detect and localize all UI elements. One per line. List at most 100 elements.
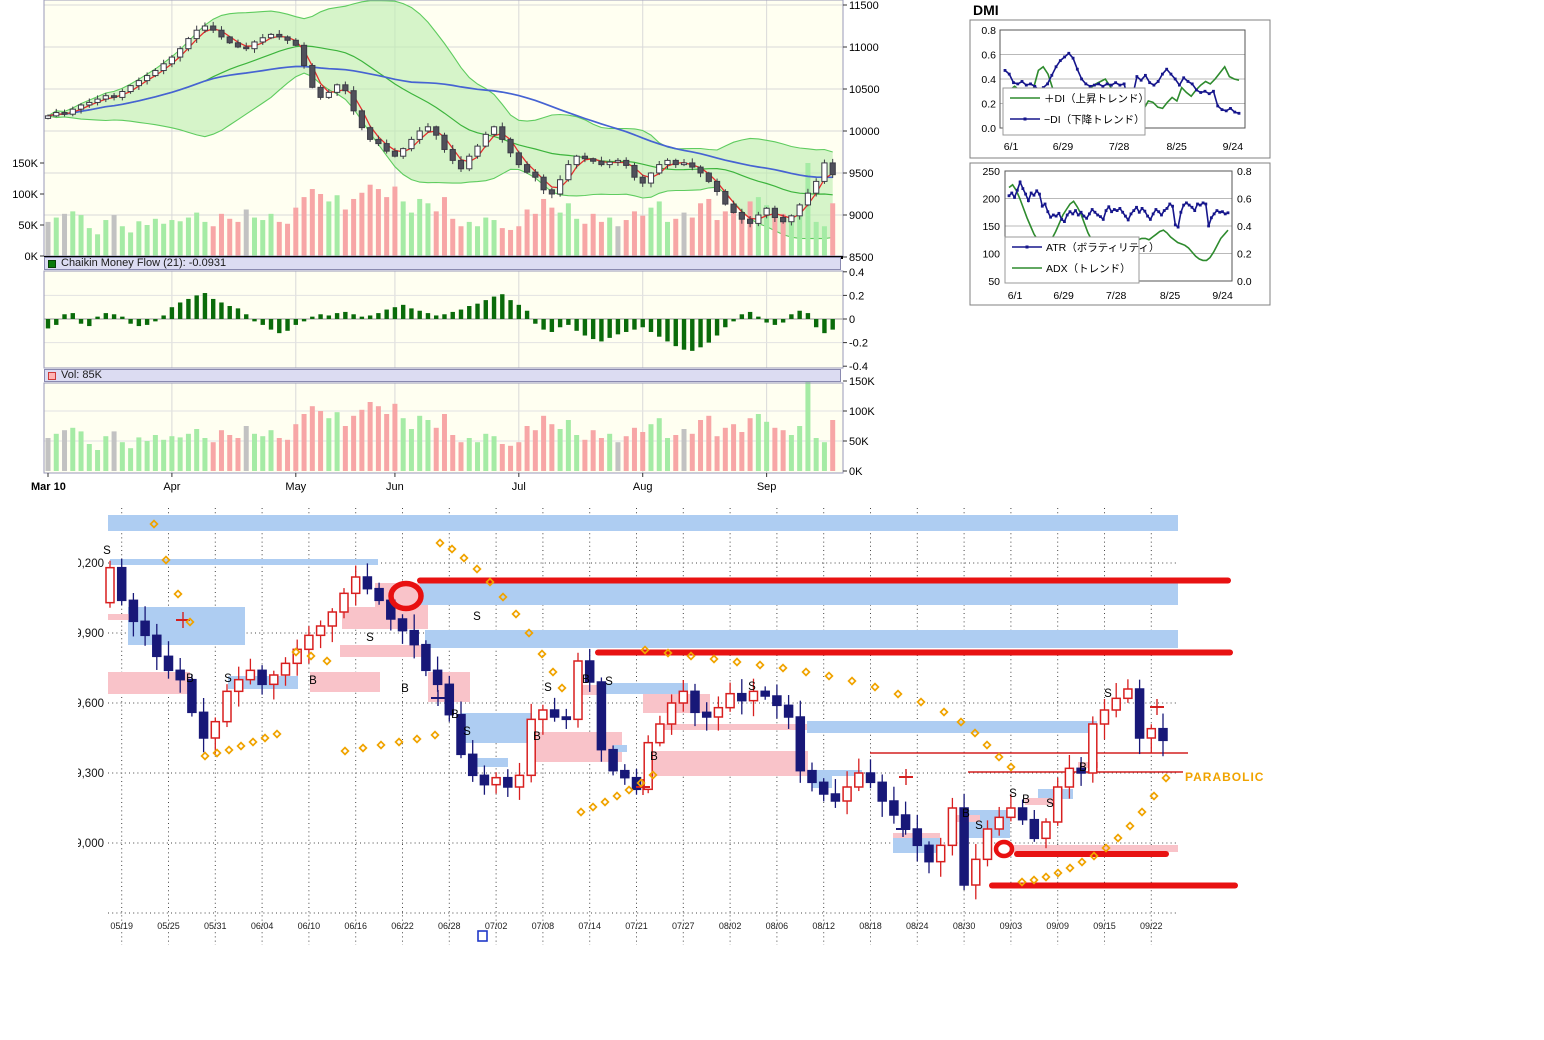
svg-text:B: B xyxy=(533,731,541,743)
chaikin-axis: 0.4 0.2 0 -0.2 -0.4 xyxy=(843,267,868,373)
svg-text:0.2: 0.2 xyxy=(981,99,996,111)
svg-text:S: S xyxy=(366,632,374,644)
svg-text:B: B xyxy=(401,683,409,695)
svg-text:8/25: 8/25 xyxy=(1160,290,1181,302)
svg-text:06/04: 06/04 xyxy=(251,921,274,931)
svg-text:7/28: 7/28 xyxy=(1109,141,1130,153)
atr-x-axis: 6/1 6/29 7/28 8/25 9/24 xyxy=(1008,290,1233,302)
svg-text:S: S xyxy=(463,726,471,738)
svg-text:100K: 100K xyxy=(849,406,875,418)
svg-text:S: S xyxy=(103,545,111,557)
svg-text:B: B xyxy=(1022,794,1030,806)
svg-text:0.2: 0.2 xyxy=(1237,249,1252,261)
svg-text:05/31: 05/31 xyxy=(204,921,227,931)
volume-label-text: Vol: 85K xyxy=(61,369,102,381)
svg-text:0.4: 0.4 xyxy=(981,74,996,86)
svg-text:S: S xyxy=(605,676,613,688)
svg-text:Mar 10: Mar 10 xyxy=(31,481,66,493)
dmi-y-axis: 0.8 0.6 0.4 0.2 0.0 xyxy=(981,25,996,135)
svg-text:0.6: 0.6 xyxy=(1237,194,1252,206)
svg-text:0: 0 xyxy=(849,314,855,326)
svg-text:11500: 11500 xyxy=(849,0,879,12)
svg-text:6/1: 6/1 xyxy=(1004,141,1019,153)
chart-legend: ＋DI（上昇トレンド） −DI（下降トレンド） xyxy=(1002,87,1149,136)
chaikin-bars xyxy=(45,293,835,351)
svg-text:08/12: 08/12 xyxy=(812,921,835,931)
svg-text:07/08: 07/08 xyxy=(532,921,555,931)
svg-text:9000: 9000 xyxy=(849,210,873,222)
svg-text:06/10: 06/10 xyxy=(298,921,321,931)
parabolic-label: PARABOLIC xyxy=(1185,770,1264,784)
svg-text:9/24: 9/24 xyxy=(1223,141,1244,153)
svg-text:06/16: 06/16 xyxy=(344,921,367,931)
svg-text:0.8: 0.8 xyxy=(1237,166,1252,178)
svg-text:6/1: 6/1 xyxy=(1008,290,1023,302)
svg-text:S: S xyxy=(1009,788,1017,800)
svg-text:11000: 11000 xyxy=(849,42,879,54)
daily-candles xyxy=(44,21,836,228)
svg-text:10,200: 10,200 xyxy=(78,558,104,570)
chart-legend: ATR（ボラティリティ） ADX（トレンド） xyxy=(1004,236,1159,284)
volume-legend-swatch-icon xyxy=(48,371,56,380)
svg-text:B: B xyxy=(582,674,590,686)
svg-text:0.0: 0.0 xyxy=(981,123,996,135)
svg-text:＋DI（上昇トレンド）: ＋DI（上昇トレンド） xyxy=(1044,93,1149,105)
chaikin-label-text: Chaikin Money Flow (21): -0.0931 xyxy=(61,257,227,269)
svg-text:6/29: 6/29 xyxy=(1053,290,1074,302)
svg-text:09/22: 09/22 xyxy=(1140,921,1163,931)
svg-text:150: 150 xyxy=(982,221,1000,233)
svg-text:Sep: Sep xyxy=(757,481,777,493)
svg-text:B: B xyxy=(1079,762,1087,774)
dmi-atr-adx-panel: DMI 0.8 0.6 0.4 0.2 0.0 6/1 6/29 7/28 8/25 9/24 ＋D… xyxy=(963,0,1293,320)
svg-text:09/15: 09/15 xyxy=(1093,921,1116,931)
svg-text:S: S xyxy=(975,820,983,832)
svg-text:50K: 50K xyxy=(849,436,869,448)
chaikin-panel-label-bar: Chaikin Money Flow (21): -0.0931 xyxy=(44,257,841,270)
svg-text:9/24: 9/24 xyxy=(1212,290,1233,302)
svg-text:07/27: 07/27 xyxy=(672,921,695,931)
svg-text:Apr: Apr xyxy=(163,481,180,493)
daily-price-chart-panel: 11500 11000 10500 10000 9500 9000 8500 150K 100K… xyxy=(0,0,880,500)
volume-overlay-bars xyxy=(45,163,836,256)
svg-text:0.4: 0.4 xyxy=(849,267,864,279)
svg-text:07/14: 07/14 xyxy=(578,921,601,931)
month-axis: Mar 10 Apr May Jun Jul Aug Sep xyxy=(31,473,776,493)
price-axis: 11500 11000 10500 10000 9500 9000 8500 xyxy=(843,0,880,264)
svg-text:0K: 0K xyxy=(849,466,863,478)
dmi-title: DMI xyxy=(973,2,999,18)
svg-text:50K: 50K xyxy=(18,220,38,232)
svg-text:PARABOLIC: PARABOLIC xyxy=(1185,770,1264,784)
svg-text:9,900: 9,900 xyxy=(78,628,104,640)
svg-text:B: B xyxy=(650,751,658,763)
svg-text:-0.2: -0.2 xyxy=(849,338,868,350)
dmi-atr-adx-canvas: 0.8 0.6 0.4 0.2 0.0 6/1 6/29 7/28 8/25 9/24 ＋DI（上昇… xyxy=(969,19,1271,306)
svg-text:9,000: 9,000 xyxy=(78,838,104,850)
svg-text:0.8: 0.8 xyxy=(981,25,996,37)
svg-text:50: 50 xyxy=(988,276,1000,288)
volume-panel-label-bar: Vol: 85K xyxy=(44,369,841,382)
svg-text:8500: 8500 xyxy=(849,252,873,264)
volume-panel-bars xyxy=(45,381,836,471)
volume-panel-axis: 150K 100K 50K 0K xyxy=(843,376,875,478)
support-resistance-zones xyxy=(108,515,1178,853)
svg-text:08/06: 08/06 xyxy=(766,921,789,931)
atr-right-axis: 0.8 0.6 0.4 0.2 0.0 xyxy=(1237,166,1252,288)
svg-text:05/19: 05/19 xyxy=(110,921,133,931)
red-circle-annotations xyxy=(388,580,1015,859)
blue-square-annotation xyxy=(477,930,488,942)
daily-price-chart-canvas: 11500 11000 10500 10000 9500 9000 8500 150K 100K… xyxy=(12,0,880,493)
swing-price-axis: 10,200 9,900 9,600 9,300 9,000 xyxy=(69,558,104,850)
swing-trade-chart-canvas: SBSBSBBSSBSBSBSBSSBSBSPARABOLIC10,2009,9… xyxy=(69,508,1264,945)
dmi-x-axis: 6/1 6/29 7/28 8/25 9/24 xyxy=(1004,141,1244,153)
svg-text:9500: 9500 xyxy=(849,168,873,180)
svg-text:100K: 100K xyxy=(12,189,38,201)
svg-text:S: S xyxy=(224,673,232,685)
svg-text:06/22: 06/22 xyxy=(391,921,414,931)
svg-text:0.2: 0.2 xyxy=(849,290,864,302)
svg-text:-0.4: -0.4 xyxy=(849,361,868,373)
svg-text:08/24: 08/24 xyxy=(906,921,929,931)
svg-text:06/28: 06/28 xyxy=(438,921,461,931)
svg-text:S: S xyxy=(748,681,756,693)
svg-text:B: B xyxy=(451,709,459,721)
svg-text:ATR（ボラティリティ）: ATR（ボラティリティ） xyxy=(1046,242,1159,254)
